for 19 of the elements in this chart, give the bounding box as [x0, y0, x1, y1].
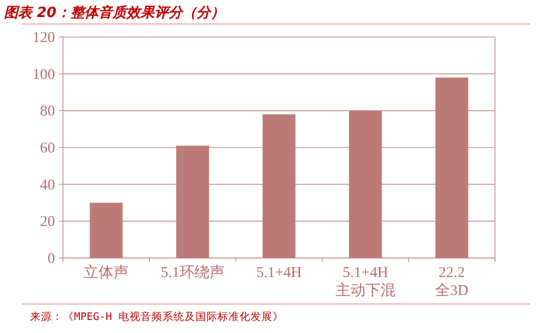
bar — [348, 110, 382, 258]
y-tick-label: 60 — [40, 140, 55, 156]
bar — [262, 114, 296, 258]
chart-title: 图表 20：整体音质效果评分（分） — [4, 4, 224, 21]
y-tick-label: 20 — [40, 214, 55, 230]
bar — [176, 146, 210, 258]
x-tick-label: 立体声 — [84, 264, 129, 281]
x-tick-label: 22.2 全3D — [435, 265, 469, 299]
y-tick-label: 120 — [32, 30, 55, 46]
x-tick-label: 5.1+4H — [256, 265, 302, 281]
y-tick-label: 80 — [40, 104, 55, 120]
y-tick-label: 40 — [40, 177, 55, 194]
bar — [90, 202, 123, 258]
bar — [435, 78, 468, 258]
x-tick-label: 5.1环绕声 — [160, 264, 224, 281]
source-note: 来源：《MPEG-H 电视音频系统及国际标准化发展》 — [30, 310, 284, 323]
x-tick-label: 5.1+4H 主动下混 — [335, 265, 396, 299]
y-tick-label: 0 — [48, 251, 55, 267]
y-tick-label: 100 — [32, 66, 55, 83]
